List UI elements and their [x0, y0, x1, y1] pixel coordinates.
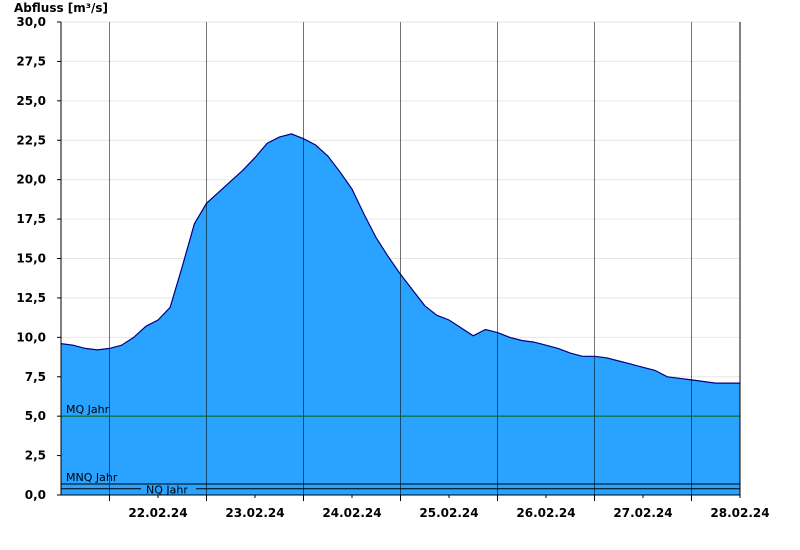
x-tick-label: 28.02.24	[710, 506, 769, 520]
reference-lines-layer: MQ Jahr MNQ Jahr NQ Jahr	[61, 403, 740, 497]
x-tick-label: 22.02.24	[128, 506, 187, 520]
x-tick-label: 26.02.24	[516, 506, 575, 520]
x-tick-label: 27.02.24	[613, 506, 672, 520]
x-tick-label: 23.02.24	[225, 506, 284, 520]
y-tick-label: 22,5	[16, 133, 46, 147]
y-tick-label: 15,0	[16, 252, 46, 266]
y-tick-label: 12,5	[16, 291, 46, 305]
x-tick-label: 24.02.24	[322, 506, 381, 520]
y-tick-label: 2,5	[25, 449, 46, 463]
y-tick-label: 0,0	[25, 488, 46, 502]
reference-line-nq-jahr-label: NQ Jahr	[146, 484, 188, 497]
y-tick-label: 20,0	[16, 173, 46, 187]
y-tick-label: 7,5	[25, 370, 46, 384]
x-tick-layer: 22.02.24 23.02.24 24.02.24 25.02.24 26.02.24…	[109, 495, 770, 520]
y-tick-label: 5,0	[25, 409, 46, 423]
y-tick-layer: 0,0 2,5 5,0 7,5 10,0 12,5 15,0 17,5 20,0 22,5 25,0…	[16, 15, 61, 502]
reference-line-mq-jahr-label: MQ Jahr	[66, 403, 110, 416]
x-tick-label: 25.02.24	[419, 506, 478, 520]
reference-line-mnq-jahr-label: MNQ Jahr	[66, 471, 118, 484]
y-tick-label: 25,0	[16, 94, 46, 108]
y-tick-label: 27,5	[16, 54, 46, 68]
y-tick-label: 30,0	[16, 15, 46, 29]
y-axis-title: Abfluss [m³/s]	[14, 1, 109, 15]
y-tick-label: 10,0	[16, 330, 46, 344]
y-tick-label: 17,5	[16, 212, 46, 226]
